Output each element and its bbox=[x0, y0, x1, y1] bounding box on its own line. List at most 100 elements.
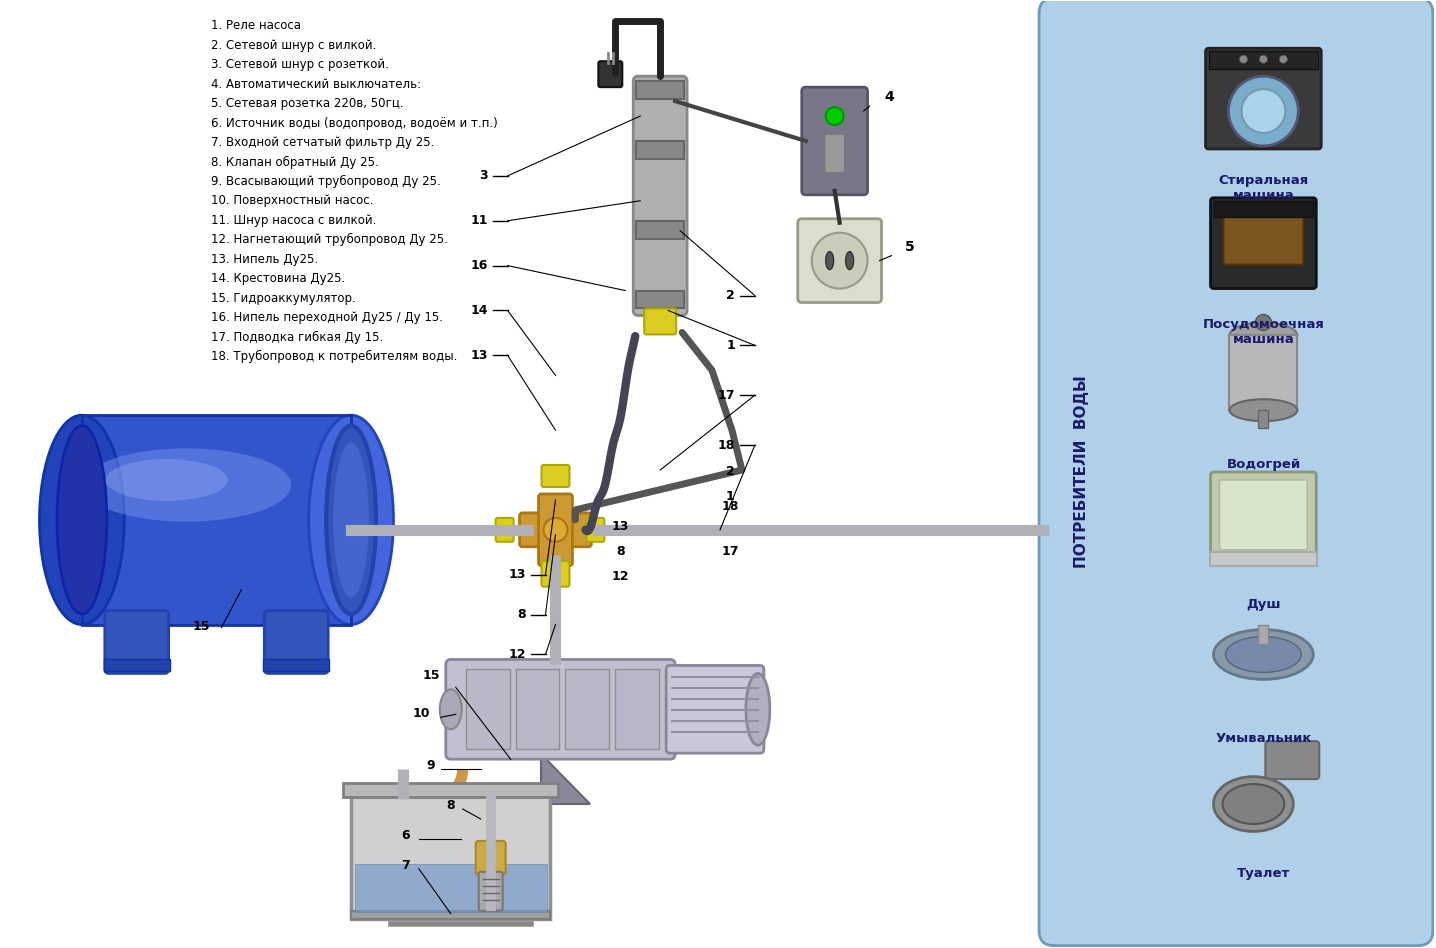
Ellipse shape bbox=[1225, 636, 1301, 672]
Ellipse shape bbox=[1213, 629, 1314, 680]
FancyBboxPatch shape bbox=[478, 872, 503, 911]
Ellipse shape bbox=[82, 448, 292, 521]
Ellipse shape bbox=[309, 415, 393, 625]
Text: 2: 2 bbox=[725, 465, 734, 478]
FancyBboxPatch shape bbox=[495, 518, 514, 542]
Text: 8: 8 bbox=[616, 545, 625, 557]
Circle shape bbox=[1255, 315, 1271, 331]
Text: 8. Клапан обратный Ду 25.: 8. Клапан обратный Ду 25. bbox=[211, 155, 379, 169]
FancyBboxPatch shape bbox=[541, 465, 570, 487]
FancyBboxPatch shape bbox=[586, 518, 605, 542]
FancyBboxPatch shape bbox=[1040, 0, 1433, 945]
FancyBboxPatch shape bbox=[105, 611, 168, 673]
Text: 1: 1 bbox=[727, 338, 735, 352]
Text: Стиральная
машина: Стиральная машина bbox=[1218, 173, 1308, 202]
Text: 6. Источник воды (водопровод, водоём и т.п.): 6. Источник воды (водопровод, водоём и т… bbox=[211, 117, 498, 130]
Ellipse shape bbox=[1229, 399, 1297, 421]
Circle shape bbox=[1229, 76, 1298, 146]
Ellipse shape bbox=[846, 251, 853, 269]
Text: 13: 13 bbox=[508, 568, 526, 581]
Text: 8: 8 bbox=[517, 608, 526, 621]
Text: 11. Шнур насоса с вилкой.: 11. Шнур насоса с вилкой. bbox=[211, 213, 376, 227]
FancyBboxPatch shape bbox=[801, 87, 867, 195]
Circle shape bbox=[811, 232, 867, 288]
Bar bbox=[355, 864, 547, 912]
FancyBboxPatch shape bbox=[520, 513, 592, 547]
Bar bbox=[263, 660, 329, 671]
Bar bbox=[1258, 625, 1268, 645]
Ellipse shape bbox=[1229, 322, 1297, 348]
Polygon shape bbox=[540, 755, 590, 804]
Bar bbox=[82, 415, 350, 625]
Text: 3: 3 bbox=[480, 170, 488, 182]
Text: Водогрей: Водогрей bbox=[1226, 458, 1301, 471]
Ellipse shape bbox=[326, 426, 376, 614]
FancyBboxPatch shape bbox=[1265, 741, 1320, 779]
Circle shape bbox=[1242, 89, 1285, 133]
Text: 4. Автоматический выключатель:: 4. Автоматический выключатель: bbox=[211, 78, 422, 91]
Text: 12. Нагнетающий трубопровод Ду 25.: 12. Нагнетающий трубопровод Ду 25. bbox=[211, 233, 448, 246]
Bar bbox=[1209, 552, 1317, 566]
Bar bbox=[1209, 51, 1318, 69]
Ellipse shape bbox=[439, 689, 462, 729]
FancyBboxPatch shape bbox=[824, 134, 844, 173]
Ellipse shape bbox=[1213, 776, 1294, 831]
Ellipse shape bbox=[106, 459, 228, 501]
Text: 8: 8 bbox=[447, 799, 455, 812]
Circle shape bbox=[1259, 55, 1268, 64]
Ellipse shape bbox=[826, 251, 834, 269]
Text: 1. Реле насоса: 1. Реле насоса bbox=[211, 19, 302, 32]
Bar bbox=[103, 660, 169, 671]
Bar bbox=[465, 669, 510, 749]
Text: 6: 6 bbox=[402, 829, 411, 842]
FancyBboxPatch shape bbox=[599, 62, 622, 87]
Text: 17: 17 bbox=[721, 545, 738, 557]
Bar bbox=[636, 82, 684, 100]
FancyBboxPatch shape bbox=[645, 308, 676, 335]
Text: 14. Крестовина Ду25.: 14. Крестовина Ду25. bbox=[211, 272, 346, 285]
Text: 12: 12 bbox=[508, 648, 526, 661]
Bar bbox=[350, 911, 550, 919]
Circle shape bbox=[1239, 55, 1248, 64]
FancyBboxPatch shape bbox=[1223, 210, 1304, 264]
Circle shape bbox=[1279, 55, 1287, 64]
FancyBboxPatch shape bbox=[538, 494, 573, 566]
Text: 13: 13 bbox=[471, 349, 488, 362]
Text: 11: 11 bbox=[470, 214, 488, 228]
FancyBboxPatch shape bbox=[475, 841, 505, 875]
FancyBboxPatch shape bbox=[541, 561, 570, 587]
Text: 16. Нипель переходной Ду25 / Ду 15.: 16. Нипель переходной Ду25 / Ду 15. bbox=[211, 311, 444, 324]
FancyBboxPatch shape bbox=[445, 660, 675, 759]
Bar bbox=[615, 669, 659, 749]
Text: 2: 2 bbox=[727, 289, 735, 302]
Text: 2. Сетевой шнур с вилкой.: 2. Сетевой шнур с вилкой. bbox=[211, 39, 376, 52]
Text: 12: 12 bbox=[612, 570, 629, 583]
FancyBboxPatch shape bbox=[1219, 480, 1307, 550]
Text: 9: 9 bbox=[426, 759, 435, 772]
Text: 17. Подводка гибкая Ду 15.: 17. Подводка гибкая Ду 15. bbox=[211, 331, 383, 343]
Ellipse shape bbox=[40, 415, 125, 625]
Bar bbox=[1213, 201, 1314, 217]
Text: 14: 14 bbox=[470, 304, 488, 317]
Text: Душ: Душ bbox=[1246, 597, 1281, 611]
Text: 18: 18 bbox=[721, 500, 738, 513]
Bar bbox=[82, 415, 350, 625]
Text: 15: 15 bbox=[422, 669, 439, 683]
Text: 13. Нипель Ду25.: 13. Нипель Ду25. bbox=[211, 253, 319, 265]
Text: Умывальник: Умывальник bbox=[1215, 732, 1311, 745]
Bar bbox=[636, 141, 684, 159]
Bar bbox=[1258, 410, 1268, 428]
Text: 5: 5 bbox=[905, 240, 915, 254]
Text: 15. Гидроаккумулятор.: 15. Гидроаккумулятор. bbox=[211, 292, 356, 304]
Bar bbox=[1229, 336, 1297, 410]
Text: Посудомоечная
машина: Посудомоечная машина bbox=[1202, 319, 1324, 346]
Text: 1: 1 bbox=[725, 490, 734, 503]
Text: 10. Поверхностный насос.: 10. Поверхностный насос. bbox=[211, 194, 373, 208]
FancyBboxPatch shape bbox=[798, 219, 882, 302]
Text: 18: 18 bbox=[718, 439, 735, 451]
FancyBboxPatch shape bbox=[1211, 472, 1317, 557]
FancyBboxPatch shape bbox=[666, 665, 764, 753]
Bar bbox=[343, 783, 559, 797]
Ellipse shape bbox=[745, 673, 770, 745]
Text: 9. Всасывающий трубопровод Ду 25.: 9. Всасывающий трубопровод Ду 25. bbox=[211, 174, 441, 188]
